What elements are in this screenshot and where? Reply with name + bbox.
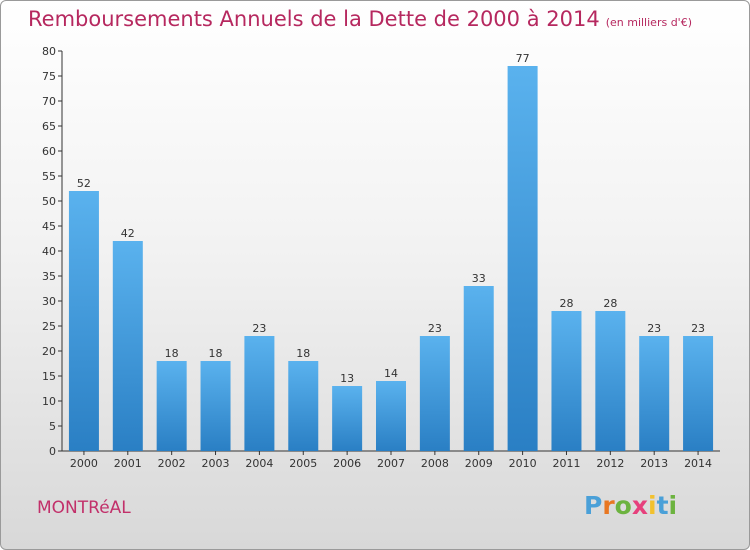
bar [200, 361, 231, 451]
bar-value-label: 18 [209, 347, 223, 360]
bar-labels: 52 42 18 18 23 18 13 14 23 33 77 28 28 23 23 [77, 52, 705, 385]
y-tick-label: 45 [42, 220, 56, 233]
x-tick-label: 2010 [509, 457, 537, 470]
y-tick-label: 35 [42, 270, 56, 283]
x-tick-label: 2007 [377, 457, 405, 470]
bar-value-label: 52 [77, 177, 91, 190]
x-tick-label: 2000 [70, 457, 98, 470]
bar [332, 386, 363, 451]
bar [639, 336, 670, 451]
y-tick-label: 10 [42, 395, 56, 408]
y-tick-label: 40 [42, 245, 56, 258]
y-tick-label: 25 [42, 320, 56, 333]
bar [156, 361, 187, 451]
commune-name: MONTRéAL [37, 498, 131, 518]
y-tick-label: 50 [42, 195, 56, 208]
logo-letter: i [668, 491, 678, 520]
bar-value-label: 28 [559, 297, 573, 310]
bar-value-label: 14 [384, 367, 398, 380]
y-tick-label: 65 [42, 120, 56, 133]
x-tick-label: 2002 [158, 457, 186, 470]
logo-letter: r [602, 491, 615, 520]
bar-value-label: 42 [121, 227, 135, 240]
bar-value-label: 13 [340, 372, 354, 385]
y-tick-label: 80 [42, 45, 56, 58]
bar [244, 336, 275, 451]
chart-title-text: Remboursements Annuels de la Dette de 20… [28, 7, 600, 31]
y-tick-label: 75 [42, 70, 56, 83]
bar [68, 191, 99, 451]
bar-value-label: 18 [165, 347, 179, 360]
x-tick-label: 2012 [596, 457, 624, 470]
chart-unit: (en milliers d'€) [605, 16, 692, 29]
chart-title: Remboursements Annuels de la Dette de 20… [28, 7, 692, 31]
logo-letter: P [584, 491, 603, 520]
y-tick-label: 60 [42, 145, 56, 158]
y-tick-label: 55 [42, 170, 56, 183]
bar-value-label: 28 [603, 297, 617, 310]
x-tick-label: 2009 [465, 457, 493, 470]
x-tick-label: 2003 [202, 457, 230, 470]
bar-value-label: 77 [516, 52, 530, 65]
bar-value-label: 23 [691, 322, 705, 335]
logo-letter: i [648, 491, 657, 520]
bar [595, 311, 626, 451]
x-tick-label: 2005 [289, 457, 317, 470]
x-tick-label: 2013 [640, 457, 668, 470]
bar [463, 286, 494, 451]
x-tick-label: 2006 [333, 457, 361, 470]
bar-value-label: 23 [252, 322, 266, 335]
y-tick-label: 20 [42, 345, 56, 358]
x-tick-label: 2004 [245, 457, 273, 470]
bar-value-label: 18 [296, 347, 310, 360]
bar-value-label: 33 [472, 272, 486, 285]
y-tick-label: 15 [42, 370, 56, 383]
bar [507, 66, 538, 451]
y-tick-label: 0 [49, 445, 56, 458]
bar [376, 381, 406, 451]
y-axis: 0 5 10 15 20 25 30 35 40 45 50 55 60 65 70 75 80 [42, 45, 63, 458]
logo-letter: o [614, 491, 632, 520]
bar [112, 241, 143, 451]
logo-letter: x [631, 491, 648, 520]
y-tick-label: 30 [42, 295, 56, 308]
x-tick-label: 2008 [421, 457, 449, 470]
x-tick-label: 2014 [684, 457, 712, 470]
bar [419, 336, 450, 451]
y-tick-label: 70 [42, 95, 56, 108]
bar-value-label: 23 [428, 322, 442, 335]
bar [683, 336, 714, 451]
x-axis: 2000 2001 2002 2003 2004 2005 2006 2007 2008 2009… [62, 450, 720, 470]
logo-letter: t [656, 491, 669, 520]
x-tick-label: 2001 [114, 457, 142, 470]
bars [68, 66, 714, 451]
bar-value-label: 23 [647, 322, 661, 335]
proxiti-logo: Proxiti [584, 491, 677, 520]
bar [551, 311, 582, 451]
x-tick-label: 2011 [552, 457, 580, 470]
y-tick-label: 5 [49, 420, 56, 433]
bar [288, 361, 319, 451]
